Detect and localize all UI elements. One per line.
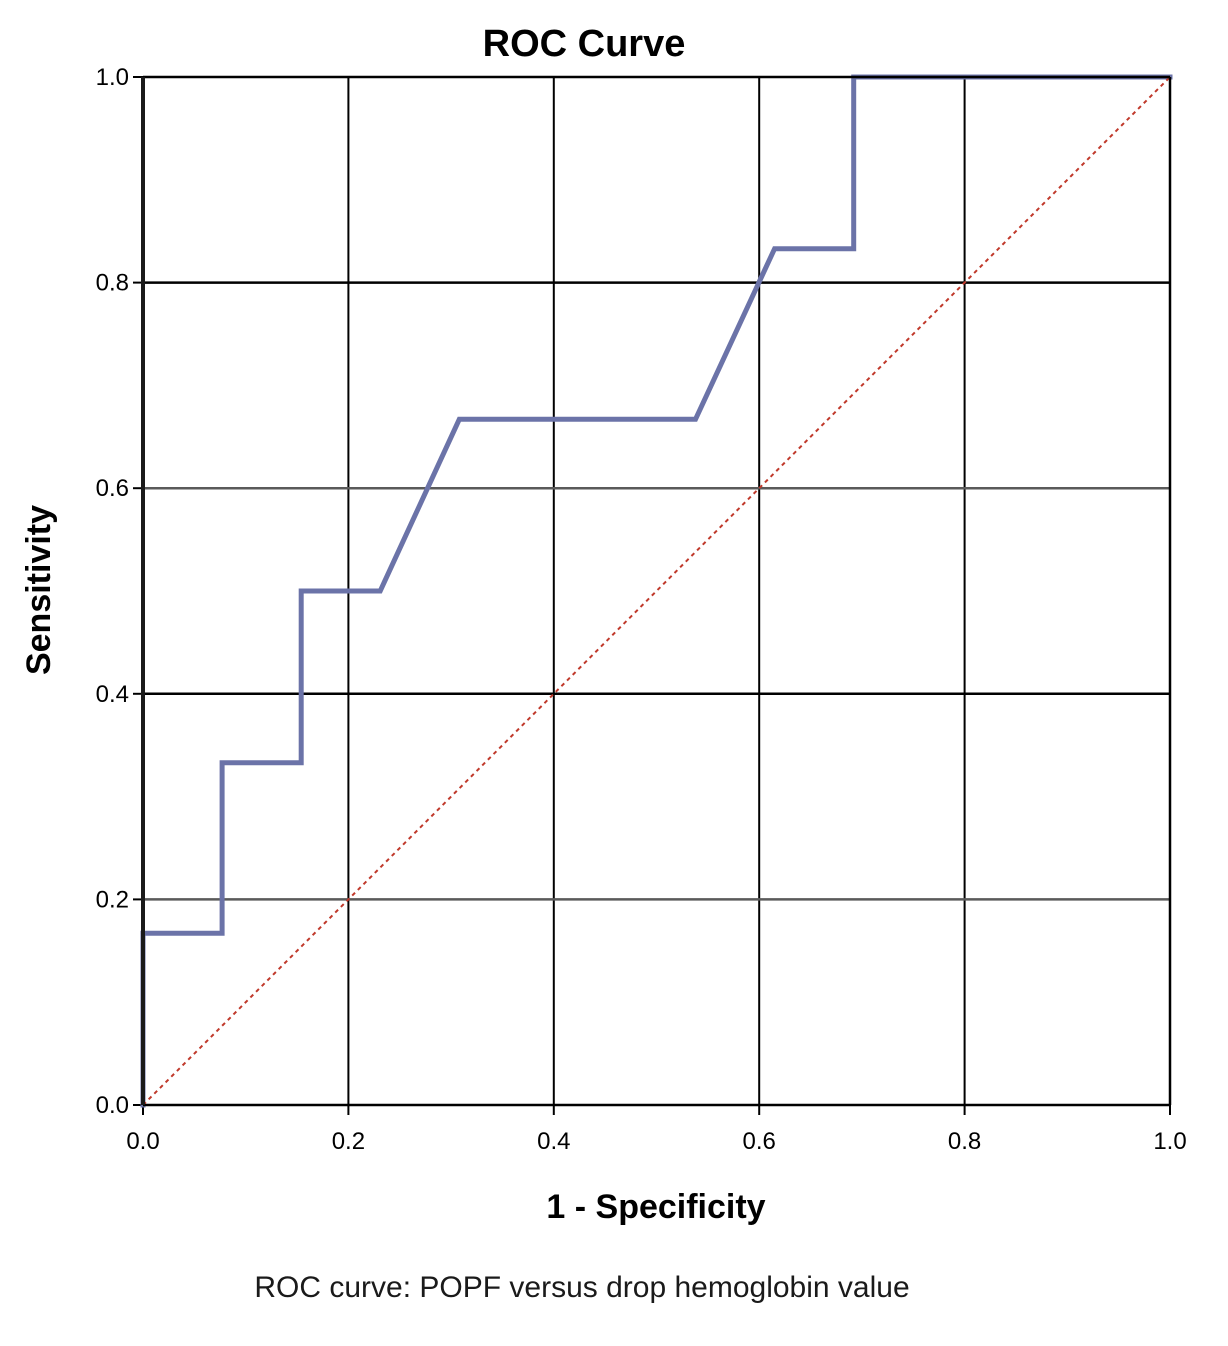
x-tick-label: 0.2 (332, 1128, 365, 1155)
x-axis-title: 1 - Specificity (546, 1188, 765, 1226)
roc-curve-line (140, 74, 1173, 1108)
y-tick-label: 0.4 (96, 681, 129, 708)
plot-frame (141, 75, 1172, 1107)
figure-caption: ROC curve: POPF versus drop hemoglobin v… (254, 1271, 909, 1304)
grid-lines (143, 77, 1170, 1105)
x-tick-label: 0.4 (537, 1128, 570, 1155)
x-tick-label: 1.0 (1153, 1128, 1186, 1155)
x-tick-label: 0.8 (948, 1128, 981, 1155)
y-tick-label: 0.6 (96, 475, 129, 502)
plot-series (140, 74, 1173, 1108)
reference-diagonal-line (142, 76, 1171, 1106)
y-tick-label: 0.8 (96, 270, 129, 297)
x-tick-label: 0.6 (743, 1128, 776, 1155)
axis-ticks: 0.0 0.2 0.4 0.6 0.8 1.0 0.0 0.2 0.4 0.6 0.8 1.0 (96, 64, 1187, 1155)
x-tick-label: 0.0 (126, 1128, 159, 1155)
y-tick-label: 0.2 (96, 886, 129, 913)
chart-title: ROC Curve (483, 23, 686, 65)
y-tick-label: 0.0 (96, 1092, 129, 1119)
y-axis-title: Sensitivity (20, 505, 58, 675)
y-tick-label: 1.0 (96, 64, 129, 91)
